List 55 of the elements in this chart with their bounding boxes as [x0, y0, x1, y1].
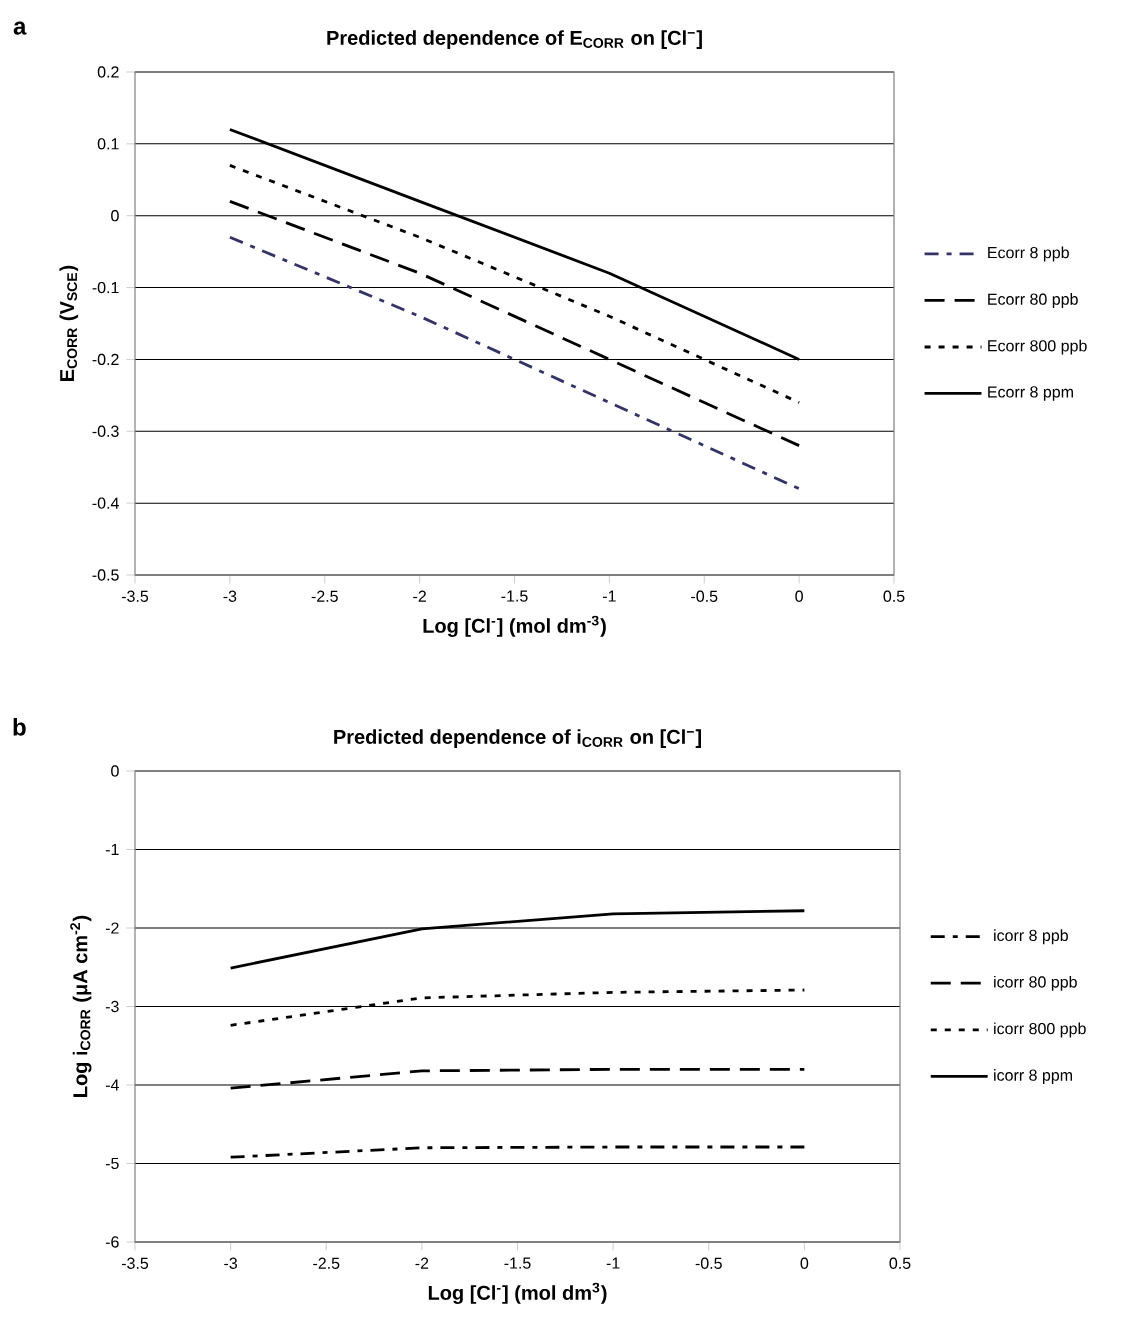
line-series: [229, 909, 806, 970]
y-axis-title: Log i$_{CORR}$ (μA cm$^{-2}$): [70, 915, 92, 1097]
x-tick-label: -2: [415, 1257, 429, 1269]
legend-label: Ecorr 8 ppb: [988, 246, 1069, 262]
x-tick-label: -1.5: [501, 590, 528, 602]
y-tick-label: -3: [105, 1000, 119, 1013]
x-tick-label: -3.5: [121, 590, 149, 602]
y-tick-label: -0.2: [92, 353, 119, 366]
y-tick-label: -4: [105, 1079, 119, 1091]
y-tick-label: 0.2: [97, 66, 119, 78]
y-tick-label: -1: [105, 844, 119, 856]
x-tick-label: 0: [795, 590, 803, 602]
line-series: [228, 199, 801, 448]
y-tick-label: -0.5: [92, 569, 119, 581]
y-tick-label: -0.1: [92, 281, 119, 294]
legend-label: Ecorr 800 ppb: [988, 339, 1087, 355]
legend-label: icorr 80 ppb: [994, 975, 1077, 991]
line-series: [228, 164, 801, 404]
legend-label: Ecorr 80 ppb: [988, 293, 1078, 309]
x-axis-title: Log [Cl$^{-}$] (mol dm$^{-3}$): [423, 615, 606, 637]
legend-label: icorr 800 ppb: [994, 1022, 1086, 1038]
x-tick-label: 0.5: [883, 590, 905, 602]
y-tick-label: -2: [105, 922, 119, 934]
y-tick-label: -5: [105, 1157, 119, 1170]
x-tick-label: -1: [602, 590, 616, 602]
y-tick-label: 0: [111, 765, 119, 777]
x-tick-label: -3: [224, 1257, 238, 1269]
line-series: [229, 988, 806, 1027]
text: a: [13, 21, 27, 35]
x-tick-label: 0: [800, 1257, 809, 1269]
x-tick-label: -1.5: [504, 1257, 531, 1269]
x-tick-label: -0.5: [691, 590, 718, 602]
y-axis-title: E$_{CORR}$ (V$_{SCE}$): [59, 265, 79, 381]
x-tick-label: -2.5: [311, 590, 338, 602]
y-tick-label: 0.1: [97, 138, 119, 150]
y-tick-label: -0.3: [92, 425, 119, 437]
legend-label: icorr 8 ppm: [994, 1069, 1072, 1085]
x-tick-label: 0.5: [889, 1257, 911, 1269]
y-tick-label: -6: [105, 1236, 119, 1248]
chart-title: Predicted dependence of i$_{CORR}$ on [Cl$^{−}$]: [334, 729, 701, 748]
line-series: [228, 128, 801, 361]
x-tick-label: -2.5: [313, 1257, 340, 1269]
y-tick-label: 0: [111, 210, 119, 222]
x-tick-label: -2: [413, 590, 426, 602]
legend-label: Ecorr 8 ppm: [988, 386, 1073, 401]
legend-label: icorr 8 ppb: [994, 929, 1068, 945]
x-tick-label: -1: [606, 1257, 620, 1269]
x-tick-label: -3: [223, 590, 237, 602]
y-tick-label: -0.4: [92, 497, 119, 509]
x-tick-label: -3.5: [121, 1257, 149, 1269]
x-axis-title: Log [Cl$^{-}$] (mol dm$^{3}$): [428, 1282, 607, 1304]
chart-title: Predicted dependence of E$_{CORR}$ on [Cl$^{−}$]: [327, 30, 702, 49]
x-tick-label: -0.5: [695, 1257, 722, 1269]
line-series: [228, 235, 801, 491]
text: b: [13, 718, 26, 736]
